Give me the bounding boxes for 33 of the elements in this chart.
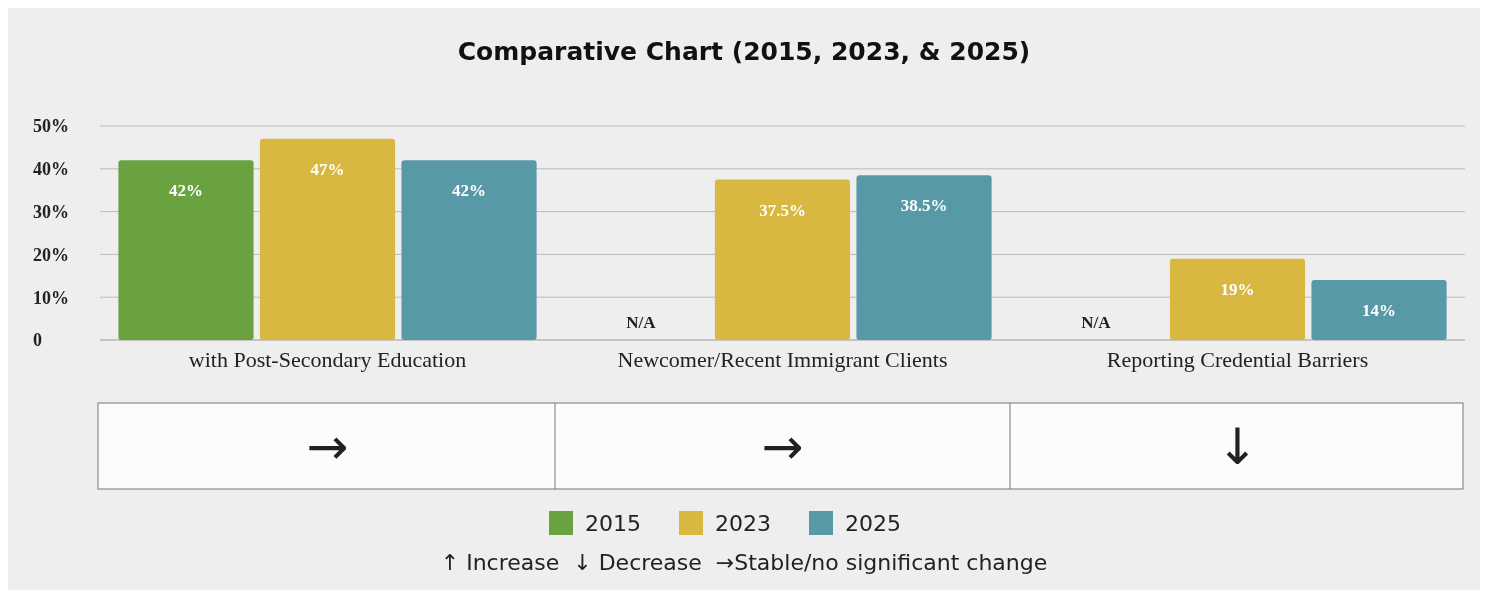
x-tick-label: with Post-Secondary Education (188, 347, 467, 372)
text: ↑ Increase ↓ Decrease →Stable/no significant change (440, 550, 1048, 575)
y-tick-label: 0 (33, 330, 42, 351)
data-label: 38.5% (900, 196, 948, 216)
y-tick-label: 50% (33, 116, 69, 137)
data-label: 19% (1220, 279, 1255, 299)
legend-label: 2015 (585, 510, 641, 536)
data-label: 37.5% (759, 200, 806, 220)
chart-title: Comparative Chart (2015, 2023, & 2025) (457, 37, 1031, 66)
legend-label: 2025 (845, 510, 901, 536)
text: N/A (1081, 313, 1111, 332)
data-label: 14% (1362, 301, 1397, 321)
bar (401, 160, 537, 340)
bar (118, 160, 254, 340)
data-label: 47% (310, 159, 345, 179)
text: ↓ (1216, 417, 1259, 476)
data-label: 42% (452, 181, 487, 201)
y-tick-label: 10% (33, 287, 69, 308)
y-tick-label: 40% (33, 159, 69, 180)
y-tick-label: 30% (33, 201, 69, 222)
text: N/A (626, 313, 656, 332)
bar (856, 175, 992, 340)
text: → (306, 417, 349, 476)
bar (1169, 258, 1306, 340)
bar (714, 179, 851, 340)
x-tick-label: Newcomer/Recent Immigrant Clients (617, 347, 948, 372)
bar (1311, 280, 1447, 340)
legend-label: 2023 (715, 510, 771, 536)
bar (259, 138, 396, 340)
text: → (761, 417, 804, 476)
y-tick-label: 20% (33, 244, 69, 265)
data-label: 42% (168, 181, 203, 201)
x-tick-label: Reporting Credential Barriers (1106, 347, 1369, 372)
